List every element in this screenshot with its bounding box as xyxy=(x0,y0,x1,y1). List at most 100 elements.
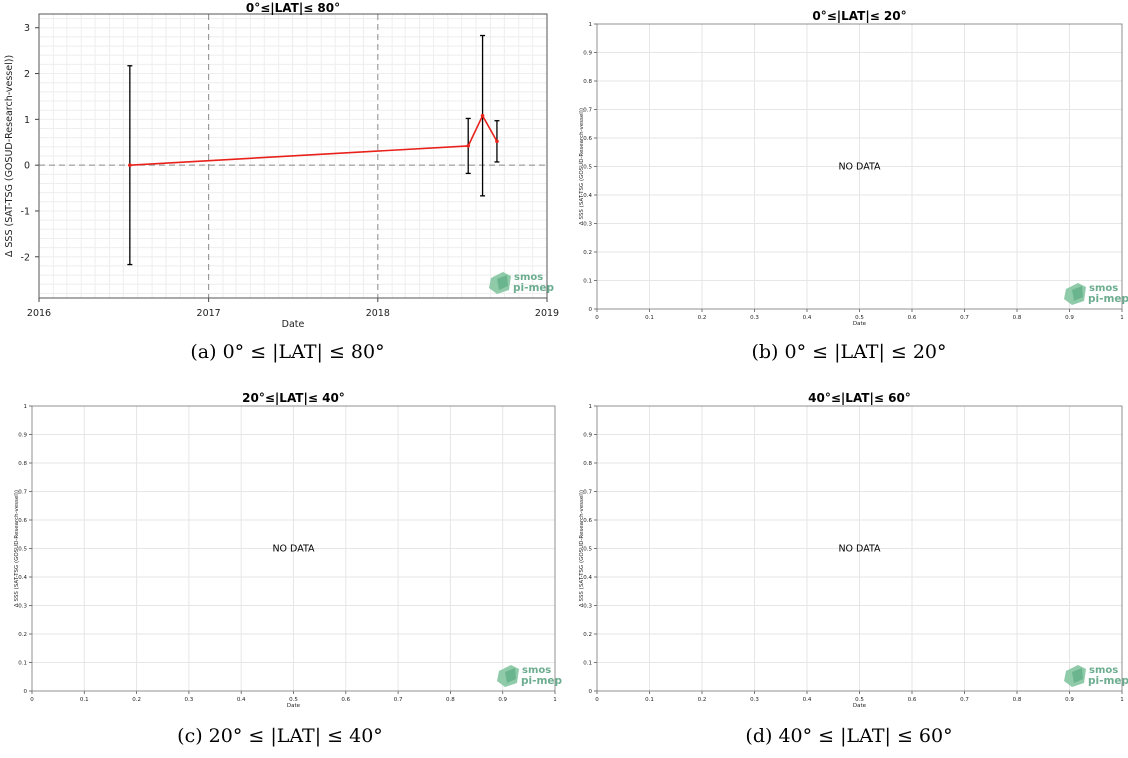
x-axis-label: Date xyxy=(287,703,301,709)
y-tick-label: 0.2 xyxy=(18,632,27,638)
plot-frame xyxy=(596,23,1123,310)
y-tick-label: 3 xyxy=(24,23,30,34)
data-point xyxy=(128,163,132,167)
x-tick-label: 0.4 xyxy=(237,697,246,703)
x-axis-label: Date xyxy=(853,703,867,709)
x-tick-label: 0.2 xyxy=(132,697,141,703)
data-point xyxy=(480,113,485,118)
chart-title: 0°≤|LAT|≤ 80° xyxy=(246,1,340,15)
x-tick-label: 0.9 xyxy=(1065,697,1074,703)
x-tick-label: 0.6 xyxy=(908,697,917,703)
y-tick-label: 1 xyxy=(24,115,30,126)
y-tick-label: 0.3 xyxy=(18,604,27,610)
x-tick-label: 0.3 xyxy=(185,697,194,703)
y-tick-label: 0.9 xyxy=(583,433,592,439)
x-tick-label: 0.8 xyxy=(446,697,455,703)
y-tick-label: 0.8 xyxy=(583,461,592,467)
y-tick-label: 1 xyxy=(589,404,593,410)
y-tick-label: 0.8 xyxy=(583,79,592,85)
chart-d-caption: (d) 40° ≤ |LAT| ≤ 60° xyxy=(745,725,953,747)
x-tick-label: 0.7 xyxy=(394,697,403,703)
y-tick-label: 0.9 xyxy=(18,433,27,439)
x-tick-label: 0.1 xyxy=(80,697,89,703)
y-tick-label: 0.6 xyxy=(583,136,592,142)
logo-text-smos: smos xyxy=(514,272,543,283)
y-tick-label: 0.4 xyxy=(18,575,27,581)
logo-text-pi-mep: pi-mep xyxy=(521,675,563,687)
chart-title: 0°≤|LAT|≤ 20° xyxy=(812,9,906,23)
x-tick-label: 1 xyxy=(1120,697,1124,703)
y-tick-label: 0.7 xyxy=(583,108,592,114)
y-tick-label: 0 xyxy=(24,161,30,172)
x-tick-label: 0.5 xyxy=(855,697,864,703)
x-tick-label: 2018 xyxy=(366,308,390,319)
y-tick-label: 0.9 xyxy=(583,51,592,57)
y-tick-label: 0.2 xyxy=(583,632,592,638)
y-tick-label: 0.2 xyxy=(583,250,592,256)
x-tick-label: 0.7 xyxy=(960,697,969,703)
x-tick-label: 0.2 xyxy=(698,697,707,703)
logo-text-smos: smos xyxy=(1089,665,1118,676)
logo-mark-shade-icon xyxy=(505,668,516,683)
logo-text-smos: smos xyxy=(1089,283,1118,294)
y-axis-label: Δ SSS (SAT-TSG (GOSUD-Research-vessel)) xyxy=(579,108,585,225)
x-tick-label: 0.7 xyxy=(960,315,969,321)
logo-text-pi-mep: pi-mep xyxy=(1088,293,1128,305)
y-tick-label: 0.3 xyxy=(583,604,592,610)
y-tick-label: 1 xyxy=(589,22,593,28)
y-axis-label: Δ SSS (SAT-TSG (GOSUD-Research-vessel)) xyxy=(579,490,585,607)
x-tick-label: 2016 xyxy=(27,308,51,319)
x-tick-label: 0 xyxy=(30,697,34,703)
x-tick-label: 0.1 xyxy=(645,315,654,321)
y-tick-label: 0 xyxy=(589,689,593,695)
series-line xyxy=(129,113,498,166)
y-axis-label: Δ SSS (SAT-TSG (GOSUD-Research-vessel)) xyxy=(14,490,20,607)
x-tick-label: 0.6 xyxy=(908,315,917,321)
y-tick-label: 0.8 xyxy=(18,461,27,467)
y-tick-label: 0.5 xyxy=(18,547,27,553)
x-tick-label: 0.5 xyxy=(855,315,864,321)
x-tick-label: 2019 xyxy=(535,308,559,319)
logo-text-smos: smos xyxy=(522,665,551,676)
x-tick-label: 0.4 xyxy=(803,315,812,321)
y-tick-label: 1 xyxy=(24,404,28,410)
y-tick-label: 0.3 xyxy=(583,222,592,228)
chart-a-caption: (a) 0° ≤ |LAT| ≤ 80° xyxy=(190,341,385,363)
x-tick-label: 0.5 xyxy=(289,697,298,703)
x-tick-label: 0.6 xyxy=(341,697,350,703)
y-tick-label: 0.5 xyxy=(583,165,592,171)
plot-frame xyxy=(38,13,548,299)
y-tick-label: 0.6 xyxy=(583,518,592,524)
y-tick-label: 0.6 xyxy=(18,518,27,524)
no-data-label: NO DATA xyxy=(272,544,315,555)
y-tick-label: 0.5 xyxy=(583,547,592,553)
x-tick-label: 0.3 xyxy=(750,315,759,321)
chart-title: 20°≤|LAT|≤ 40° xyxy=(242,391,345,405)
y-axis-label: Δ SSS (SAT-TSG (GOSUD-Research-vessel)) xyxy=(4,55,15,257)
plot-frame xyxy=(31,405,556,692)
x-tick-label: 0 xyxy=(595,697,599,703)
chart-c-caption: (c) 20° ≤ |LAT| ≤ 40° xyxy=(177,725,383,747)
x-axis-label: Date xyxy=(853,321,867,327)
x-tick-label: 0.4 xyxy=(803,697,812,703)
logo-mark-shade-icon xyxy=(497,275,508,290)
chart-panel-d: 0 0.1 0.2 0.3 0.4 0.5 0.6 0.7 0.8 0.9 1 0 0.1 0.2 0.3 0… xyxy=(570,384,1128,758)
x-tick-label: 0.8 xyxy=(1013,315,1022,321)
x-tick-label: 0.9 xyxy=(1065,315,1074,321)
y-tick-label: -2 xyxy=(21,252,30,263)
chart-c-plot: 0 0.1 0.2 0.3 0.4 0.5 0.6 0.7 0.8 0.9 1 0 0.1 0.2 0.3 0… xyxy=(14,391,563,709)
x-tick-label: 0.3 xyxy=(750,697,759,703)
x-tick-label: 2017 xyxy=(197,308,221,319)
chart-title: 40°≤|LAT|≤ 60° xyxy=(808,391,911,405)
plot-frame xyxy=(596,405,1123,692)
data-point xyxy=(466,144,471,148)
y-tick-label: 0.1 xyxy=(583,279,592,285)
data-point xyxy=(495,139,499,144)
y-tick-label: 0.7 xyxy=(583,490,592,496)
y-tick-label: 0.1 xyxy=(583,661,592,667)
y-tick-label: 0 xyxy=(24,689,28,695)
chart-b-caption: (b) 0° ≤ |LAT| ≤ 20° xyxy=(751,341,947,363)
